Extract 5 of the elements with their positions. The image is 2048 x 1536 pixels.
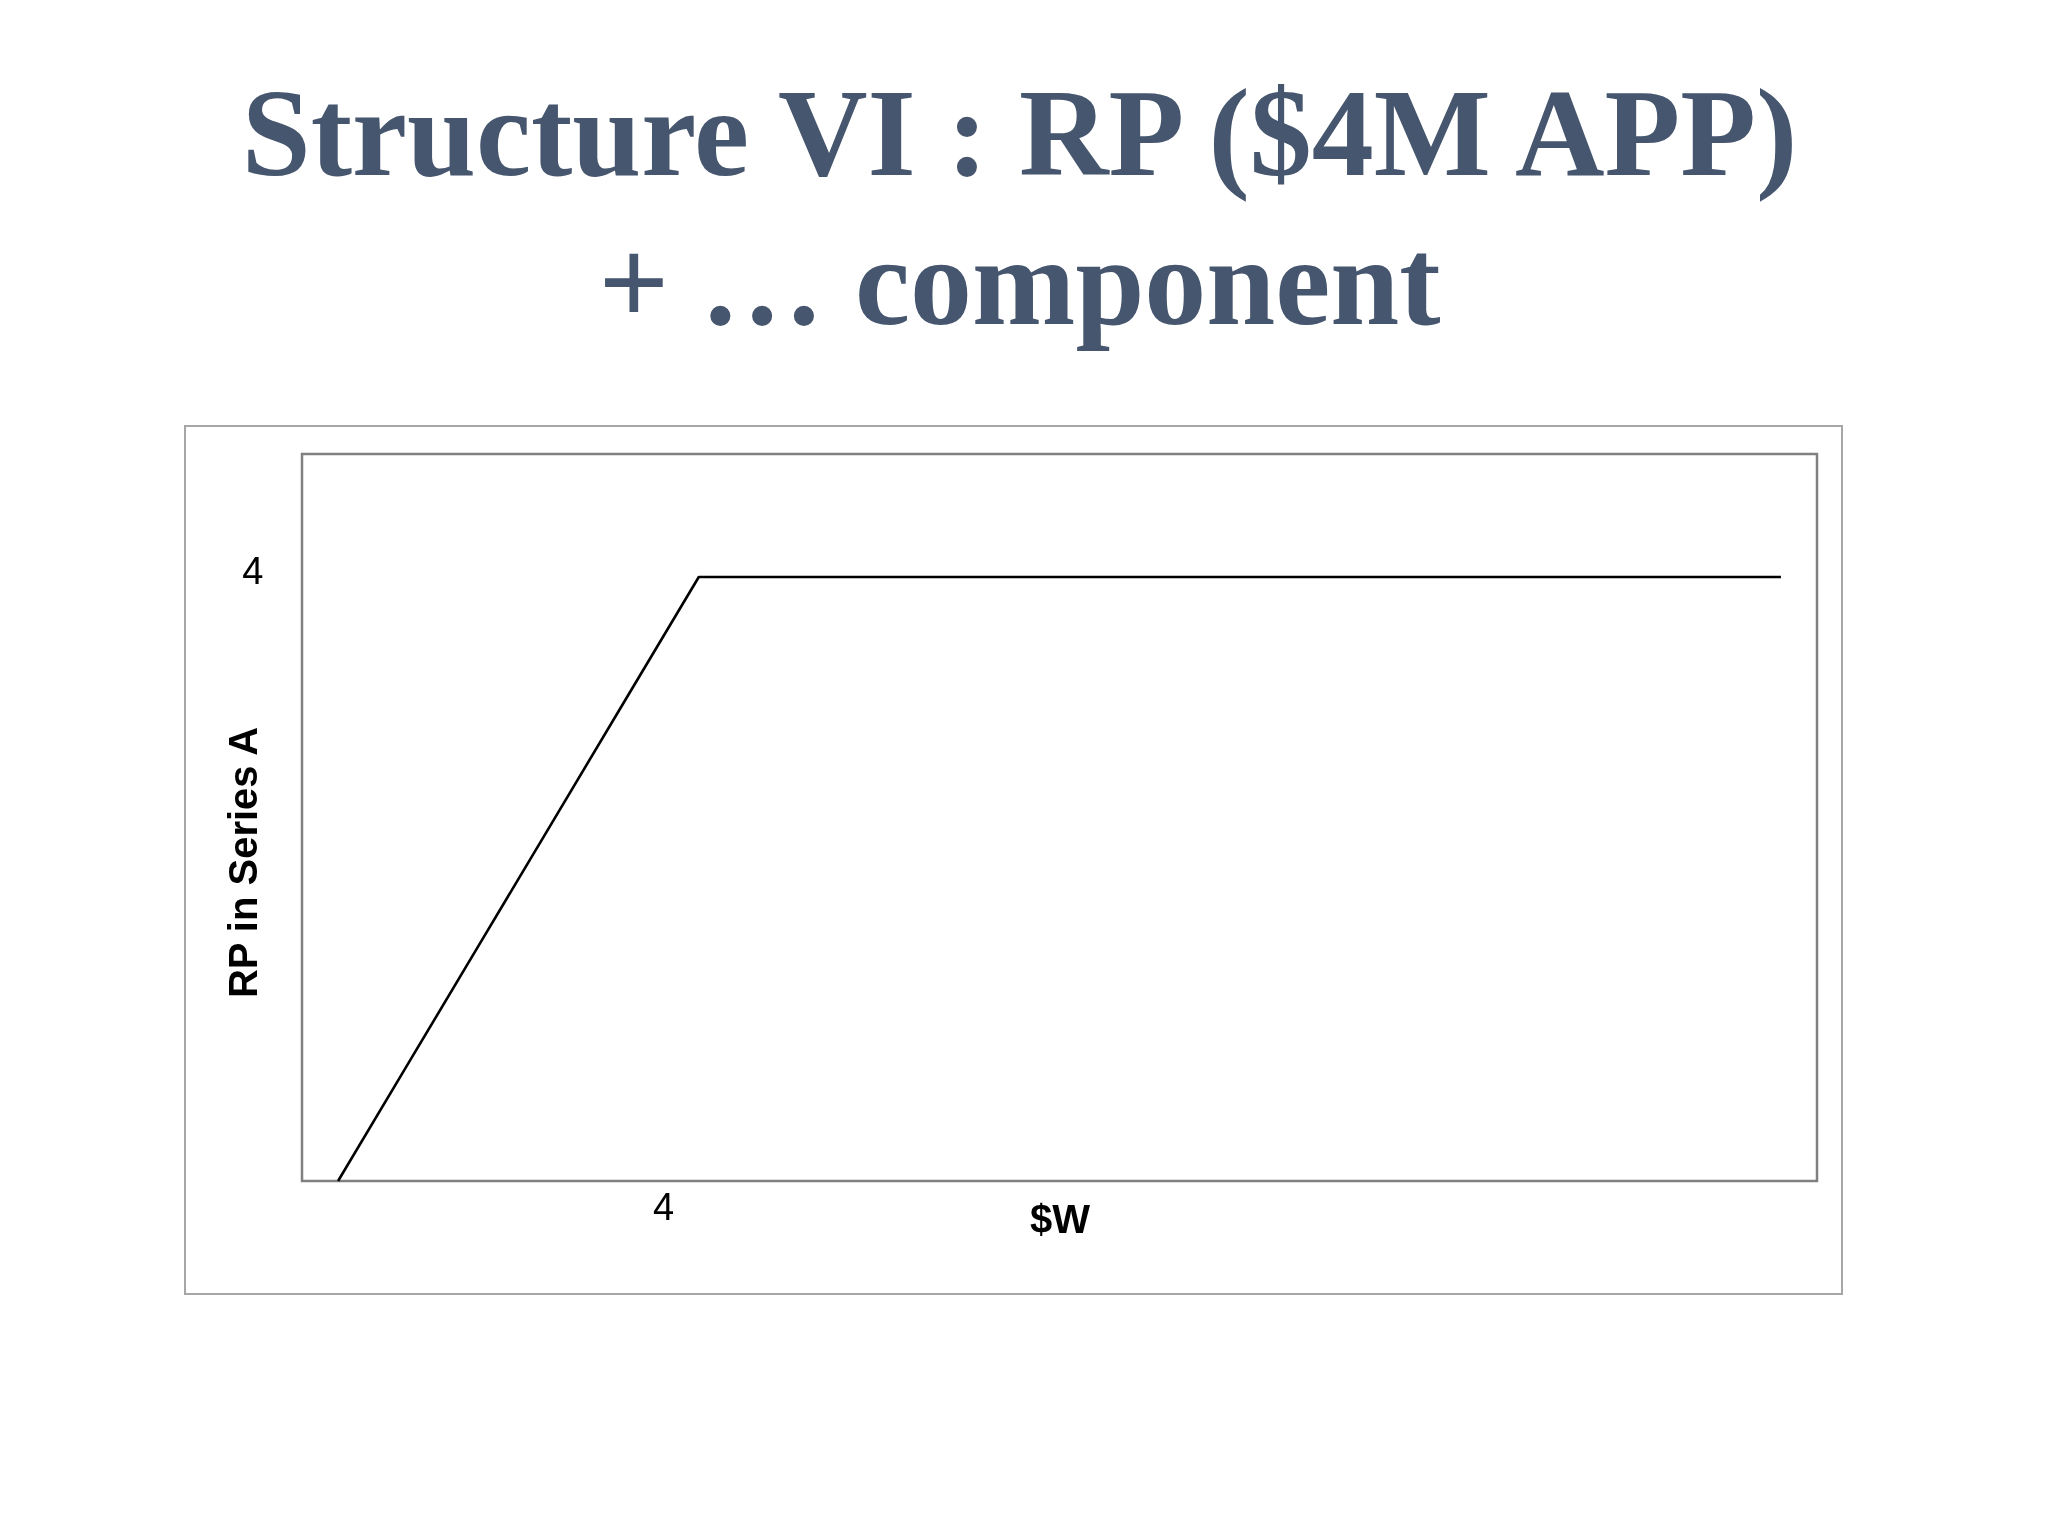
text: 4 [652,1186,675,1228]
chart-title: Structure VI : RP ($4M APP) + … component [241,65,1798,351]
y-axis-title: RP in Series A [220,726,265,999]
x-axis-title: $W [1030,1196,1091,1241]
text: 4 [242,549,264,592]
